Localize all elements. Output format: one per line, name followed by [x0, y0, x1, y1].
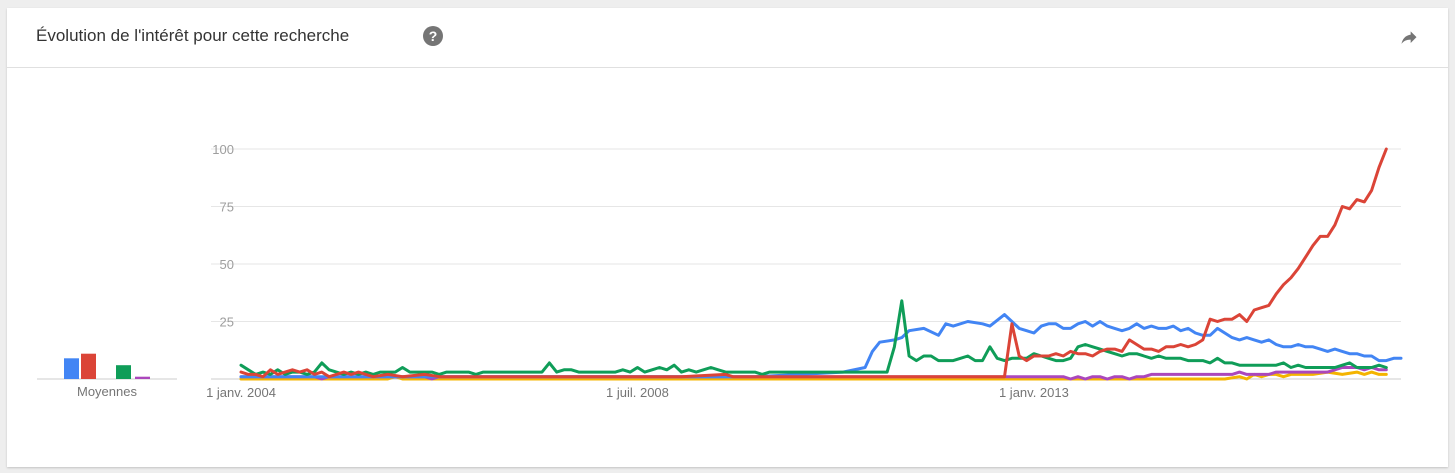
interest-over-time-card: Évolution de l'intérêt pour cette recher… — [7, 8, 1448, 467]
series-line — [239, 313, 1403, 379]
series-line — [239, 147, 1388, 379]
average-bar — [81, 353, 96, 379]
y-tick-label: 75 — [220, 200, 234, 215]
average-bar — [64, 358, 79, 379]
series-line — [239, 299, 1388, 376]
x-tick-label: 1 janv. 2013 — [999, 385, 1069, 400]
y-tick-label: 100 — [212, 142, 234, 157]
average-bar — [135, 376, 150, 379]
series-line — [239, 370, 1388, 381]
help-icon[interactable]: ? — [423, 26, 443, 46]
x-tick-label: 1 juil. 2008 — [606, 385, 669, 400]
line-chart: 100 75 50 25 1 janv. 2004 1 juil. 2008 1 janv.… — [37, 142, 1403, 400]
card-title: Évolution de l'intérêt pour cette recher… — [36, 26, 350, 45]
share-icon[interactable] — [1398, 28, 1420, 48]
card-header: Évolution de l'intérêt pour cette recher… — [7, 8, 1448, 68]
x-tick-label: 1 janv. 2004 — [206, 385, 276, 400]
y-tick-label: 50 — [220, 257, 234, 272]
averages-label: Moyennes — [77, 384, 137, 399]
average-bar — [116, 365, 131, 379]
y-tick-label: 25 — [220, 315, 234, 330]
